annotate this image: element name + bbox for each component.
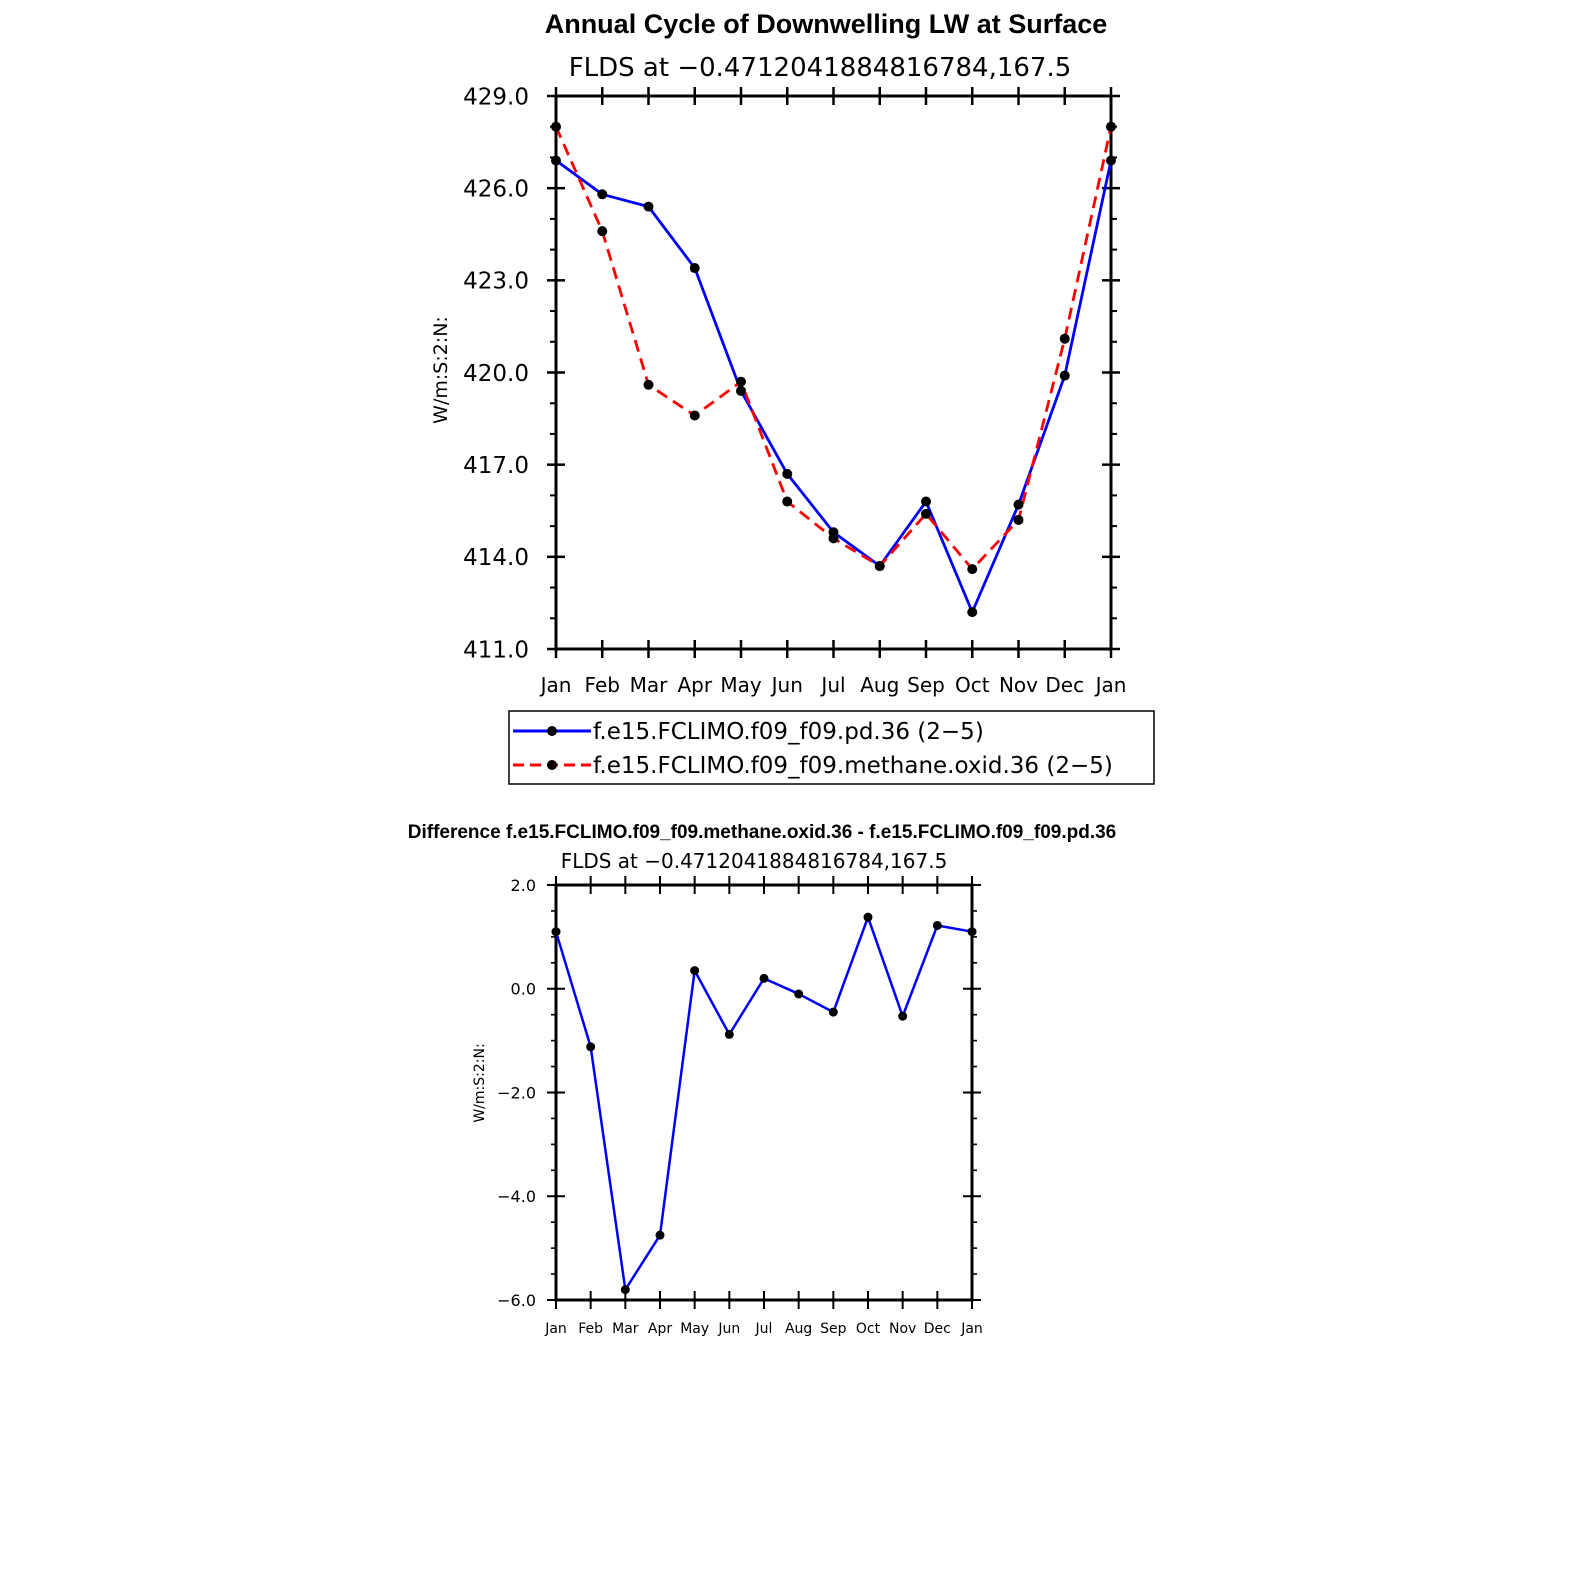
- y-tick-label: 426.0: [463, 176, 529, 202]
- x-tick-label: Jan: [960, 1321, 983, 1337]
- series-1-point: [643, 379, 654, 390]
- y-tick-label: −2.0: [497, 1083, 536, 1102]
- chart1-y-axis-label: W/m:S:2:N:: [430, 316, 452, 424]
- chart1-plot-frame: [554, 94, 1113, 651]
- x-tick-label: Sep: [907, 673, 945, 697]
- x-tick-label: Aug: [860, 673, 899, 697]
- series-0-point: [597, 189, 608, 200]
- x-tick-label: Jan: [1094, 673, 1127, 697]
- series-0-point: [921, 496, 931, 507]
- annual-cycle-chart: Annual Cycle of Downwelling LW at Surfac…: [430, 9, 1126, 697]
- x-tick-label: Apr: [648, 1321, 672, 1337]
- difference-chart: Difference f.e15.FCLIMO.f09_f09.methane.…: [408, 822, 1117, 1337]
- y-tick-label: −4.0: [497, 1187, 536, 1206]
- legend-label-pd: f.e15.FCLIMO.f09_f09.pd.36 (2−5): [593, 719, 984, 745]
- y-tick-label: 2.0: [511, 876, 536, 895]
- chart2-series: [551, 912, 977, 1295]
- series-0-point: [1059, 370, 1070, 381]
- series-0-point: [898, 1011, 908, 1021]
- series-0-point: [689, 263, 700, 274]
- series-0-point: [794, 989, 804, 999]
- x-tick-label: Mar: [630, 673, 669, 697]
- series-0-point: [736, 385, 746, 396]
- series-0-point: [932, 920, 942, 930]
- x-tick-label: Apr: [677, 673, 712, 697]
- series-0-point: [782, 468, 793, 479]
- series-0-point: [1013, 499, 1024, 510]
- series-1-point: [689, 410, 700, 421]
- x-tick-label: Nov: [999, 673, 1038, 697]
- x-tick-label: Jul: [755, 1321, 773, 1337]
- chart2-subtitle: FLDS at −0.4712041884816784,167.5: [561, 849, 948, 873]
- legend-marker-methane: [547, 760, 557, 770]
- x-tick-label: May: [680, 1321, 709, 1337]
- legend-box: [508, 710, 1155, 785]
- series-0-point: [551, 155, 561, 166]
- chart1-axes: 411.0 414.0 417.0 420.0 423.0 426.0 429.0 Jan Fe…: [463, 84, 1126, 697]
- x-tick-label: Feb: [578, 1321, 603, 1337]
- series-1-point: [551, 121, 561, 132]
- chart1-legend: f.e15.FCLIMO.f09_f09.pd.36 (2−5) f.e15.F…: [508, 710, 1155, 785]
- series-1-point: [1013, 514, 1024, 525]
- series-0-point: [967, 607, 978, 618]
- legend-marker-pd: [547, 726, 557, 736]
- series-1-point: [874, 561, 885, 572]
- chart1-title: Annual Cycle of Downwelling LW at Surfac…: [545, 9, 1108, 39]
- series-0-point: [828, 1007, 838, 1017]
- x-tick-label: Jan: [539, 673, 572, 697]
- series-0-point: [967, 927, 977, 937]
- y-tick-label: 429.0: [463, 84, 529, 110]
- x-tick-label: Dec: [1045, 673, 1084, 697]
- y-tick-label: 411.0: [463, 637, 529, 663]
- series-0-point: [620, 1285, 630, 1295]
- x-tick-label: Oct: [955, 673, 990, 697]
- chart2-y-axis-label: W/m:S:2:N:: [472, 1043, 488, 1122]
- x-tick-label: Aug: [785, 1321, 812, 1337]
- series-0-point: [551, 927, 561, 937]
- series-1-point: [828, 533, 839, 544]
- series-0-point: [863, 912, 873, 922]
- x-tick-label: Sep: [820, 1321, 847, 1337]
- series-0-point: [586, 1042, 596, 1052]
- series-1-point: [921, 508, 931, 519]
- series-0-point: [724, 1029, 734, 1039]
- x-tick-label: Jun: [770, 673, 803, 697]
- series-1-point: [597, 226, 608, 237]
- series-0-point: [1106, 155, 1116, 166]
- y-tick-label: 0.0: [511, 980, 536, 999]
- series-line-0: [555, 159, 1113, 614]
- x-tick-label: May: [720, 673, 762, 697]
- series-1-point: [782, 496, 793, 507]
- chart1-series: [551, 121, 1116, 618]
- y-tick-label: 417.0: [463, 453, 529, 479]
- series-1-point: [1106, 121, 1116, 132]
- y-tick-label: 423.0: [463, 269, 529, 295]
- x-tick-label: Jan: [544, 1321, 567, 1337]
- y-tick-label: 414.0: [463, 545, 529, 571]
- y-tick-label: 420.0: [463, 361, 529, 387]
- x-tick-label: Jul: [819, 673, 845, 697]
- series-1-point: [1059, 333, 1070, 344]
- series-0-point: [759, 973, 769, 983]
- series-line-0: [554, 915, 973, 1291]
- x-tick-label: Oct: [856, 1321, 881, 1337]
- series-1-point: [736, 376, 746, 387]
- chart1-subtitle: FLDS at −0.4712041884816784,167.5: [569, 53, 1072, 83]
- series-line-1: [554, 126, 1113, 571]
- series-0-point: [690, 966, 700, 976]
- x-tick-label: Feb: [585, 673, 620, 697]
- series-1-point: [967, 564, 978, 575]
- x-tick-label: Nov: [889, 1321, 916, 1337]
- x-tick-label: Dec: [924, 1321, 951, 1337]
- chart2-axes: −6.0 −4.0 −2.0 0.0 2.0 Jan Feb Mar Apr May Jun Jul A…: [497, 876, 983, 1337]
- legend-label-methane: f.e15.FCLIMO.f09_f09.methane.oxid.36 (2−…: [593, 753, 1113, 779]
- x-tick-label: Jun: [717, 1321, 740, 1337]
- series-0-point: [655, 1230, 665, 1240]
- y-tick-label: −6.0: [497, 1291, 536, 1310]
- series-0-point: [643, 201, 654, 212]
- x-tick-label: Mar: [612, 1321, 639, 1337]
- chart2-title: Difference f.e15.FCLIMO.f09_f09.methane.…: [408, 822, 1117, 843]
